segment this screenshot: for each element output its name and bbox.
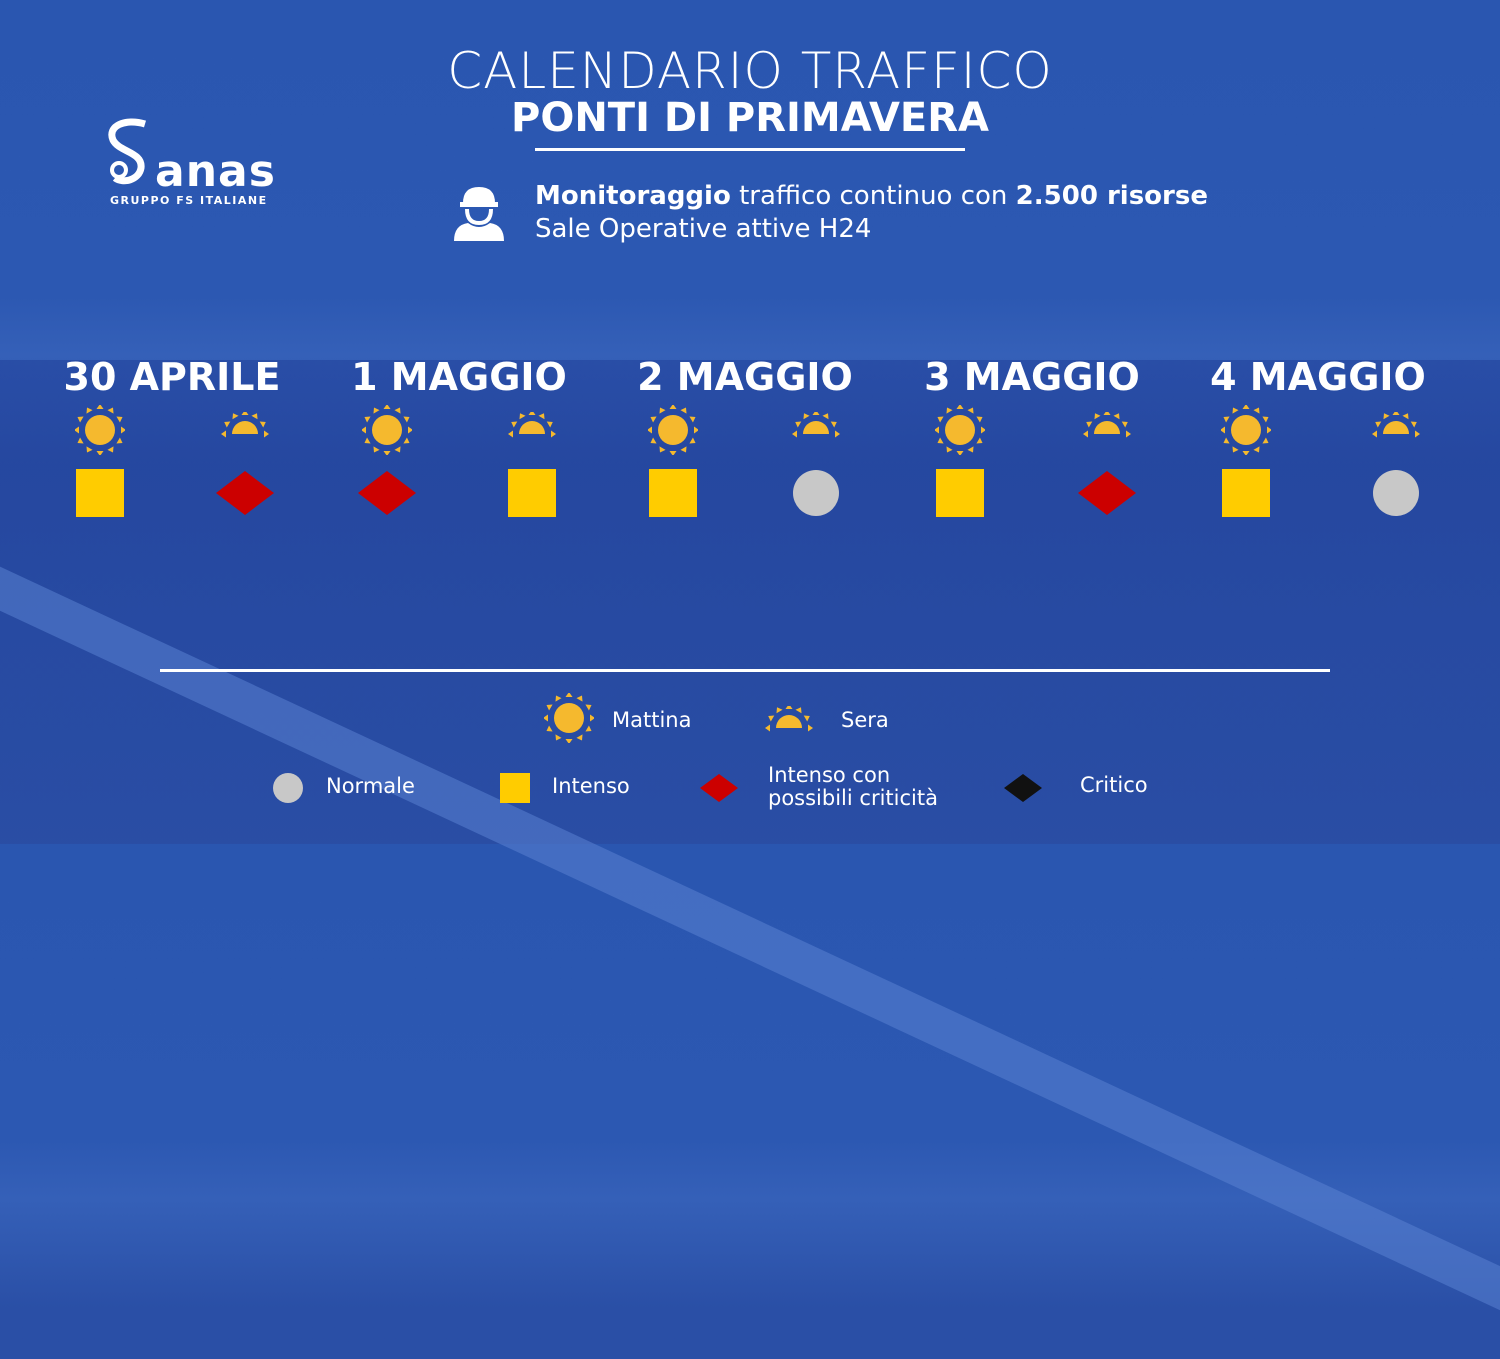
evening-sun-icon <box>1371 410 1421 466</box>
logo-brand: anas <box>155 146 276 197</box>
mattina-status-intenso <box>1221 468 1271 522</box>
morning-sun-icon <box>647 404 699 459</box>
page-title: CALENDARIO TRAFFICO <box>447 42 1053 100</box>
logo-group: GRUPPO FS ITALIANE <box>110 194 268 207</box>
legend-evening-icon <box>764 704 814 760</box>
sera-status-intenso-criticita <box>1076 468 1138 522</box>
legend-normale: Normale <box>326 774 415 798</box>
morning-sun-icon <box>74 404 126 459</box>
legend-critico-icon <box>1002 772 1044 808</box>
legend-morning-icon <box>543 692 595 747</box>
legend-mattina: Mattina <box>612 708 692 732</box>
evening-sun-icon <box>1082 410 1132 466</box>
mattina-status-intenso <box>75 468 125 522</box>
legend-intenso-criticita-icon <box>698 772 740 808</box>
day-label: 4 MAGGIO <box>1210 355 1426 399</box>
day-label: 3 MAGGIO <box>924 355 1140 399</box>
info-text: Monitoraggio traffico continuo con 2.500… <box>535 180 1208 246</box>
sera-status-intenso <box>507 468 557 522</box>
legend-normale-icon <box>272 772 304 808</box>
evening-sun-icon <box>220 410 270 466</box>
day-label: 1 MAGGIO <box>351 355 567 399</box>
worker-helmet-icon <box>454 187 504 241</box>
legend-intenso: Intenso <box>552 774 630 798</box>
sera-status-normale <box>791 468 841 522</box>
info-text-rest: traffico continuo con <box>730 181 1016 211</box>
mattina-status-intenso <box>648 468 698 522</box>
morning-sun-icon <box>934 404 986 459</box>
page-subtitle: PONTI DI PRIMAVERA <box>511 95 989 141</box>
info-bold: Monitoraggio <box>535 181 731 211</box>
legend-divider <box>160 669 1330 672</box>
legend-sera: Sera <box>841 708 889 732</box>
legend-intenso-criticita-line2: possibili criticità <box>768 786 938 810</box>
evening-sun-icon <box>507 410 557 466</box>
sera-status-intenso-criticita <box>214 468 276 522</box>
morning-sun-icon <box>1220 404 1272 459</box>
anas-logo: anas GRUPPO FS ITALIANE <box>105 118 275 207</box>
legend-intenso-icon <box>500 773 530 807</box>
sera-status-normale <box>1371 468 1421 522</box>
evening-sun-icon <box>791 410 841 466</box>
morning-sun-icon <box>361 404 413 459</box>
title-underline <box>535 148 965 151</box>
mattina-status-intenso <box>935 468 985 522</box>
day-label: 2 MAGGIO <box>637 355 853 399</box>
info-resources: 2.500 risorse <box>1015 181 1208 211</box>
day-label: 30 APRILE <box>63 355 281 399</box>
info-line2: Sale Operative attive H24 <box>535 214 872 244</box>
anas-s-icon <box>108 118 147 185</box>
mattina-status-intenso-criticita <box>356 468 418 522</box>
legend-intenso-criticita-line1: Intenso con <box>768 763 891 787</box>
legend-critico: Critico <box>1080 773 1148 797</box>
